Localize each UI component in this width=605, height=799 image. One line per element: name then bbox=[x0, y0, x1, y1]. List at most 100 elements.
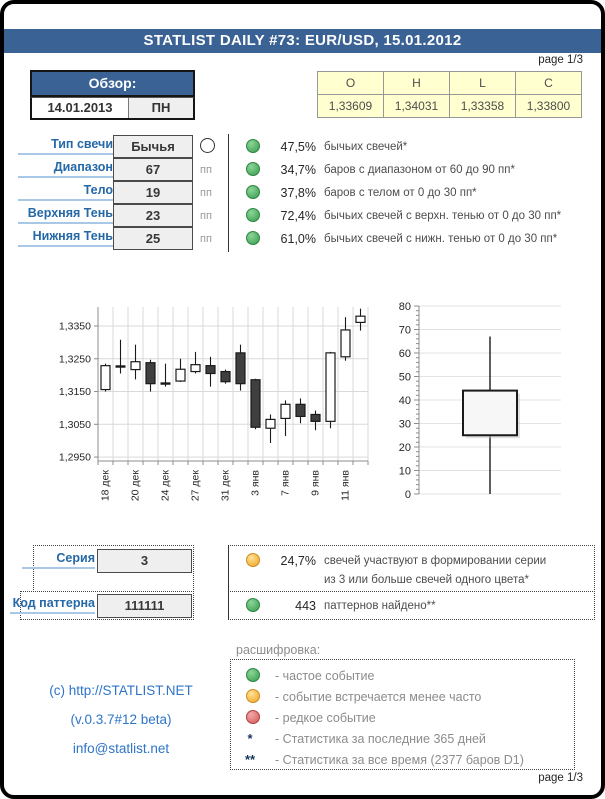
stat-percent: 37,8% bbox=[280, 186, 316, 200]
stat-label: Тип свечи bbox=[18, 137, 113, 155]
stat-unit: пп bbox=[200, 210, 212, 222]
legend-text: - событие встречается менее часто bbox=[275, 690, 482, 704]
ohlc-low-value: 1,33358 bbox=[449, 94, 516, 118]
legend-box: - частое событие - событие встречается м… bbox=[230, 659, 575, 770]
stat-value: 19 bbox=[113, 181, 193, 204]
ohlc-high-value: 1,34031 bbox=[383, 94, 450, 118]
stat-value: 25 bbox=[113, 227, 193, 250]
current-candle-chart: 0 10 20 30 40 50 60 70 80 bbox=[399, 301, 561, 501]
stat-description: бычьих свечей с нижн. тенью от 0 до 30 п… bbox=[324, 233, 558, 245]
svg-text:70: 70 bbox=[399, 325, 411, 337]
svg-text:20 дек: 20 дек bbox=[130, 470, 142, 502]
svg-text:3 янв: 3 янв bbox=[250, 470, 262, 496]
stat-row-lower-shadow: Нижняя Тень 25 пп 61,0% бычьих свечей с … bbox=[4, 227, 601, 250]
svg-text:1,2950: 1,2950 bbox=[59, 452, 91, 464]
stat-row-candle-type: Тип свечи Бычья 47,5% бычьих свечей* bbox=[4, 135, 601, 158]
ohlc-open-value: 1,33609 bbox=[317, 94, 384, 118]
stat-description: баров с телом от 0 до 30 пп* bbox=[324, 187, 477, 199]
double-asterisk-icon: ** bbox=[244, 752, 256, 767]
frequency-dot-icon bbox=[246, 553, 260, 567]
svg-text:24 дек: 24 дек bbox=[160, 470, 172, 502]
pattern-left-box bbox=[20, 591, 194, 620]
ohlc-value-row: 1,33609 1,34031 1,33358 1,33800 bbox=[317, 94, 582, 118]
frequency-dot-icon bbox=[246, 185, 260, 199]
svg-text:40: 40 bbox=[399, 395, 411, 407]
stat-value: Бычья bbox=[113, 135, 193, 158]
page-number-top: page 1/3 bbox=[538, 54, 583, 66]
ohlc-header-low: L bbox=[449, 71, 516, 95]
series-percent: 24,7% bbox=[280, 554, 316, 568]
stat-unit: пп bbox=[200, 233, 212, 245]
series-value: 3 bbox=[97, 549, 192, 573]
site-link[interactable]: (c) http://STATLIST.NET bbox=[49, 683, 193, 698]
stat-label: Тело bbox=[18, 183, 113, 201]
legend-title: расшифровка: bbox=[236, 643, 321, 657]
svg-text:80: 80 bbox=[399, 301, 411, 313]
pattern-row: Код паттерна 111111 443 паттернов найден… bbox=[4, 594, 601, 618]
legend-row: - редкое событие bbox=[231, 708, 574, 729]
series-divider-line bbox=[228, 545, 229, 620]
stat-label: Диапазон bbox=[18, 160, 113, 178]
overview-title: Обзор: bbox=[30, 70, 195, 97]
overview-date: 14.01.2013 bbox=[32, 98, 129, 118]
pattern-count: 443 bbox=[295, 599, 316, 613]
stat-description: бычьих свечей* bbox=[324, 141, 408, 153]
ohlc-header-open: O bbox=[317, 71, 384, 95]
ohlc-table: O H L C 1,33609 1,34031 1,33358 1,33800 bbox=[317, 71, 582, 118]
candlestick-chart: 1,2950 1,3050 1,3150 1,3250 1,3350 18 дек 20 д… bbox=[59, 307, 369, 502]
stat-percent: 47,5% bbox=[280, 140, 316, 154]
stat-row-range: Диапазон 67 пп 34,7% баров с диапазоном … bbox=[4, 158, 601, 181]
svg-text:1,3250: 1,3250 bbox=[59, 353, 91, 365]
ohlc-header-row: O H L C bbox=[317, 71, 582, 95]
frequency-dot-icon bbox=[246, 162, 260, 176]
svg-text:60: 60 bbox=[399, 348, 411, 360]
legend-row: - событие встречается менее часто bbox=[231, 687, 574, 708]
svg-text:18 дек: 18 дек bbox=[100, 470, 112, 502]
footer-links: (c) http://STATLIST.NET (v.0.3.7#12 beta… bbox=[30, 676, 212, 763]
legend-text: - Статистика за все время (2377 баров D1… bbox=[275, 753, 524, 767]
series-label: Серия bbox=[22, 551, 95, 569]
red-dot-icon bbox=[246, 710, 260, 724]
svg-text:1,3150: 1,3150 bbox=[59, 386, 91, 398]
stat-label: Верхняя Тень bbox=[18, 206, 113, 224]
ohlc-close-value: 1,33800 bbox=[515, 94, 582, 118]
svg-text:11 янв: 11 янв bbox=[340, 470, 352, 501]
stat-row-body: Тело 19 пп 37,8% баров с телом от 0 до 3… bbox=[4, 181, 601, 204]
svg-text:0: 0 bbox=[405, 489, 411, 501]
series-row: Серия 3 24,7% свечей участвуют в формиро… bbox=[4, 549, 601, 573]
svg-text:1,3050: 1,3050 bbox=[59, 419, 91, 431]
stat-value: 67 bbox=[113, 158, 193, 181]
legend-row: ** - Статистика за все время (2377 баров… bbox=[231, 750, 574, 771]
page-number-bottom: page 1/3 bbox=[538, 772, 583, 784]
email-link[interactable]: info@statlist.net bbox=[72, 741, 170, 756]
single-asterisk-icon: * bbox=[247, 731, 253, 746]
svg-text:20: 20 bbox=[399, 442, 411, 454]
legend-row: * - Статистика за последние 365 дней bbox=[231, 729, 574, 750]
stat-percent: 34,7% bbox=[280, 163, 316, 177]
svg-text:31 дек: 31 дек bbox=[220, 470, 232, 502]
version-label: (v.0.3.7#12 beta) bbox=[70, 712, 172, 727]
frequency-dot-icon bbox=[246, 139, 260, 153]
frequency-dot-icon bbox=[246, 231, 260, 245]
pattern-description: паттернов найдено** bbox=[324, 600, 436, 612]
stats-divider-line bbox=[228, 134, 229, 252]
stat-row-upper-shadow: Верхняя Тень 23 пп 72,4% бычьих свечей с… bbox=[4, 204, 601, 227]
stat-label: Нижняя Тень bbox=[18, 229, 113, 247]
svg-text:27 дек: 27 дек bbox=[190, 470, 202, 502]
legend-text: - Статистика за последние 365 дней bbox=[275, 732, 486, 746]
green-dot-icon bbox=[246, 668, 260, 682]
ohlc-header-high: H bbox=[383, 71, 450, 95]
svg-text:10: 10 bbox=[399, 466, 411, 478]
stat-value: 23 bbox=[113, 204, 193, 227]
stat-unit: пп bbox=[200, 164, 212, 176]
svg-text:1,3350: 1,3350 bbox=[59, 321, 91, 333]
overview-table: Обзор: 14.01.2013 ПН bbox=[30, 70, 195, 120]
legend-text: - частое событие bbox=[275, 669, 375, 683]
svg-text:30: 30 bbox=[399, 419, 411, 431]
svg-text:50: 50 bbox=[399, 372, 411, 384]
svg-text:9 янв: 9 янв bbox=[310, 470, 322, 496]
overview-weekday: ПН bbox=[129, 98, 193, 118]
frequency-dot-icon bbox=[246, 598, 260, 612]
svg-text:7 янв: 7 янв bbox=[280, 470, 292, 496]
